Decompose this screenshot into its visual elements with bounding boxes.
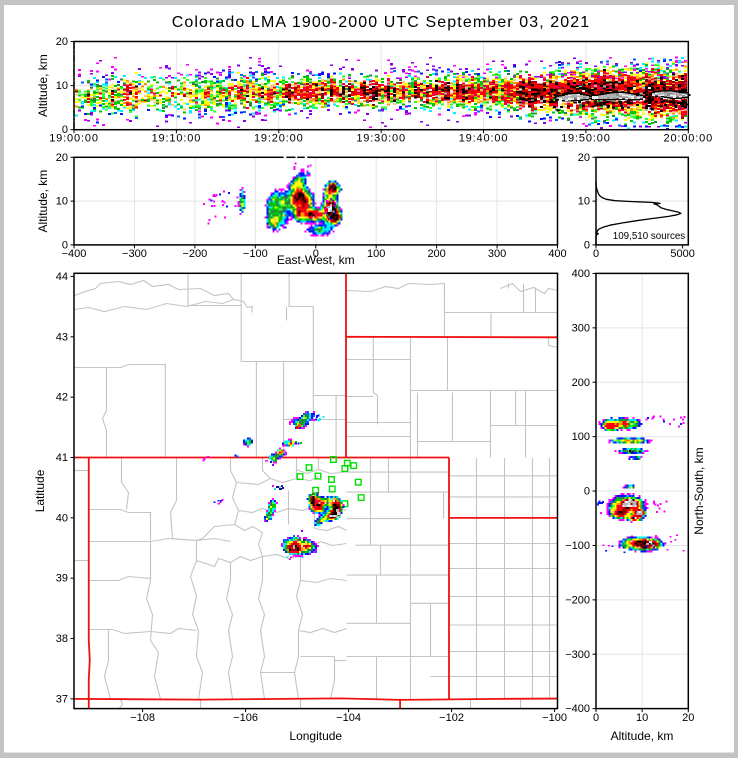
svg-text:19:00:00: 19:00:00 [49, 133, 99, 145]
svg-text:Altitude, km: Altitude, km [36, 170, 50, 233]
svg-text:−300: −300 [122, 248, 147, 260]
svg-text:−100: −100 [243, 248, 268, 260]
svg-text:−106: −106 [233, 712, 258, 724]
svg-text:0: 0 [584, 486, 590, 498]
svg-text:400: 400 [572, 268, 590, 280]
svg-text:−400: −400 [565, 703, 590, 715]
svg-text:100: 100 [572, 431, 590, 443]
svg-text:109,510 sources: 109,510 sources [613, 231, 686, 242]
svg-text:−300: −300 [565, 649, 590, 661]
svg-text:19:50:00: 19:50:00 [561, 133, 611, 145]
svg-text:−108: −108 [130, 712, 155, 724]
svg-text:38: 38 [56, 633, 68, 645]
svg-text:East-West, km: East-West, km [277, 253, 355, 267]
svg-text:0: 0 [62, 124, 68, 136]
svg-text:−200: −200 [565, 594, 590, 606]
svg-text:0: 0 [313, 248, 319, 260]
svg-text:North-South, km: North-South, km [692, 447, 706, 534]
svg-text:−100: −100 [542, 712, 567, 724]
svg-text:20:00:00: 20:00:00 [663, 133, 713, 145]
svg-text:5000: 5000 [670, 248, 694, 260]
svg-text:20: 20 [682, 712, 694, 724]
svg-text:19:30:00: 19:30:00 [356, 133, 406, 145]
svg-text:20: 20 [56, 152, 68, 164]
svg-text:Altitude, km: Altitude, km [36, 54, 50, 117]
svg-text:Latitude: Latitude [33, 469, 47, 512]
svg-text:300: 300 [488, 248, 506, 260]
svg-text:20: 20 [56, 36, 68, 48]
svg-text:Altitude, km: Altitude, km [611, 729, 674, 743]
svg-text:0: 0 [593, 712, 599, 724]
svg-text:200: 200 [427, 248, 445, 260]
svg-text:20: 20 [578, 152, 590, 164]
svg-text:300: 300 [572, 322, 590, 334]
svg-text:−200: −200 [182, 248, 207, 260]
svg-text:−400: −400 [62, 248, 87, 260]
svg-text:200: 200 [572, 377, 590, 389]
svg-text:10: 10 [56, 80, 68, 92]
svg-text:−102: −102 [439, 712, 464, 724]
svg-text:−104: −104 [336, 712, 361, 724]
svg-text:19:40:00: 19:40:00 [459, 133, 509, 145]
svg-text:40: 40 [56, 512, 68, 524]
svg-text:Colorado LMA 1900-2000 UTC Sep: Colorado LMA 1900-2000 UTC September 03,… [172, 14, 591, 31]
svg-text:0: 0 [584, 239, 590, 251]
svg-text:10: 10 [56, 196, 68, 208]
svg-text:41: 41 [56, 452, 68, 464]
svg-text:0: 0 [593, 248, 599, 260]
svg-text:42: 42 [56, 392, 68, 404]
svg-text:100: 100 [367, 248, 385, 260]
svg-text:0: 0 [62, 239, 68, 251]
svg-text:39: 39 [56, 573, 68, 585]
svg-text:400: 400 [548, 248, 566, 260]
svg-text:Longitude: Longitude [289, 729, 342, 743]
svg-text:10: 10 [578, 196, 590, 208]
svg-text:19:10:00: 19:10:00 [152, 133, 202, 145]
svg-text:10: 10 [636, 712, 648, 724]
svg-text:44: 44 [56, 271, 68, 283]
svg-text:37: 37 [56, 693, 68, 705]
svg-text:−100: −100 [565, 540, 590, 552]
svg-text:43: 43 [56, 331, 68, 343]
svg-text:19:20:00: 19:20:00 [254, 133, 304, 145]
